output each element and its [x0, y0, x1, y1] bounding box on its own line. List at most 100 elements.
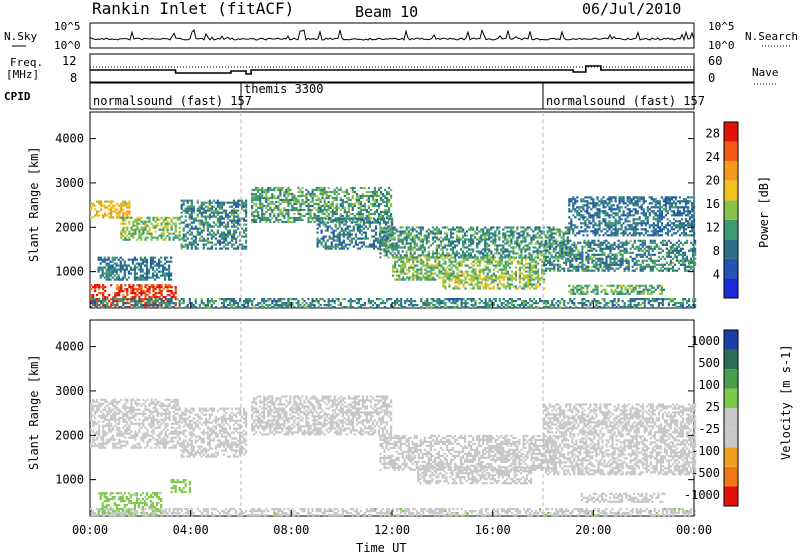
scatter-cell [678, 250, 680, 252]
scatter-cell [492, 254, 494, 256]
scatter-cell [594, 224, 596, 226]
scatter-cell [438, 269, 440, 271]
scatter-cell [261, 205, 263, 207]
scatter-cell [608, 234, 610, 236]
scatter-cell [235, 212, 237, 214]
scatter-cell [634, 270, 636, 272]
scatter-cell [694, 254, 696, 256]
scatter-cell [335, 244, 337, 246]
scatter-cell [159, 284, 161, 286]
scatter-cell [90, 207, 92, 209]
scatter-cell [328, 215, 330, 217]
scatter-cell [549, 264, 551, 266]
scatter-cell [368, 205, 370, 207]
scatter-cell [539, 277, 541, 279]
scatter-cell [658, 246, 660, 248]
scatter-cell [231, 214, 233, 216]
scatter-cell [569, 254, 571, 256]
scatter-cell [414, 234, 416, 236]
scatter-cell [219, 206, 221, 208]
scatter-cell [480, 228, 482, 230]
scatter-cell [576, 206, 578, 208]
scatter-cell [488, 244, 490, 246]
scatter-cell [136, 259, 138, 261]
scatter-cell [672, 262, 674, 264]
scatter-cell [138, 269, 140, 271]
scatter-cell [392, 254, 394, 256]
scatter-cell [209, 204, 211, 206]
scatter-cell [432, 267, 434, 269]
scatter-cell [352, 207, 354, 209]
scatter-cell [223, 204, 225, 206]
scatter-cell [122, 239, 124, 241]
scatter-cell [144, 302, 146, 304]
scatter-cell [638, 240, 640, 242]
scatter-cell [565, 264, 567, 266]
scatter-cell [328, 197, 330, 199]
scatter-cell [512, 226, 514, 228]
scatter-cell [592, 204, 594, 206]
scatter-cell [547, 268, 549, 270]
scatter-cell [398, 236, 400, 238]
scatter-cell [676, 270, 678, 272]
scatter-cell [501, 269, 503, 271]
scatter-cell [432, 252, 434, 254]
scatter-cell [171, 292, 173, 294]
scatter-cell [98, 288, 100, 290]
scatter-cell [676, 250, 678, 252]
scatter-cell [156, 237, 158, 239]
scatter-cell [412, 279, 414, 281]
freq-panel: Freq. [MHz] 12 8 60 0 Nave [6, 54, 779, 85]
scatter-cell [521, 263, 523, 265]
scatter-cell [537, 279, 539, 281]
scatter-cell [185, 212, 187, 214]
scatter-cell [535, 273, 537, 275]
scatter-cell [456, 226, 458, 228]
scatter-cell [357, 244, 359, 246]
scatter-cell [307, 207, 309, 209]
scatter-cell [94, 286, 96, 288]
scatter-cell [363, 228, 365, 230]
scatter-cell [100, 292, 102, 294]
scatter-cell [621, 293, 623, 295]
scatter-cell [414, 277, 416, 279]
scatter-cell [485, 283, 487, 285]
scatter-cell [146, 304, 148, 306]
scatter-cell [94, 288, 96, 290]
scatter-cell [530, 228, 532, 230]
scatter-cell [503, 273, 505, 275]
scatter-cell [106, 275, 108, 277]
scatter-cell [621, 214, 623, 216]
scatter-cell [565, 240, 567, 242]
scatter-cell [563, 246, 565, 248]
scatter-cell [456, 252, 458, 254]
scatter-cell [261, 213, 263, 215]
scatter-cell [625, 202, 627, 204]
scatter-cell [221, 216, 223, 218]
scatter-cell [227, 232, 229, 234]
scatter-cell [454, 246, 456, 248]
scatter-cell [277, 213, 279, 215]
scatter-cell [140, 275, 142, 277]
scatter-cell [285, 209, 287, 211]
station-title: Rankin Inlet (fitACF) [92, 0, 294, 18]
scatter-cell [412, 254, 414, 256]
scatter-cell [420, 232, 422, 234]
scatter-cell [473, 273, 475, 275]
scatter-cell [110, 214, 112, 216]
scatter-cell [191, 246, 193, 248]
scatter-cell [339, 248, 341, 250]
scatter-cell [396, 246, 398, 248]
scatter-cell [122, 229, 124, 231]
scatter-cell [179, 223, 181, 225]
scatter-cell [138, 265, 140, 267]
scatter-cell [442, 267, 444, 269]
scatter-cell [507, 271, 509, 273]
scatter-cell [484, 226, 486, 228]
scatter-cell [587, 268, 589, 270]
scatter-cell [610, 285, 612, 287]
scatter-cell [386, 238, 388, 240]
scatter-cell [509, 283, 511, 285]
scatter-cell [168, 267, 170, 269]
